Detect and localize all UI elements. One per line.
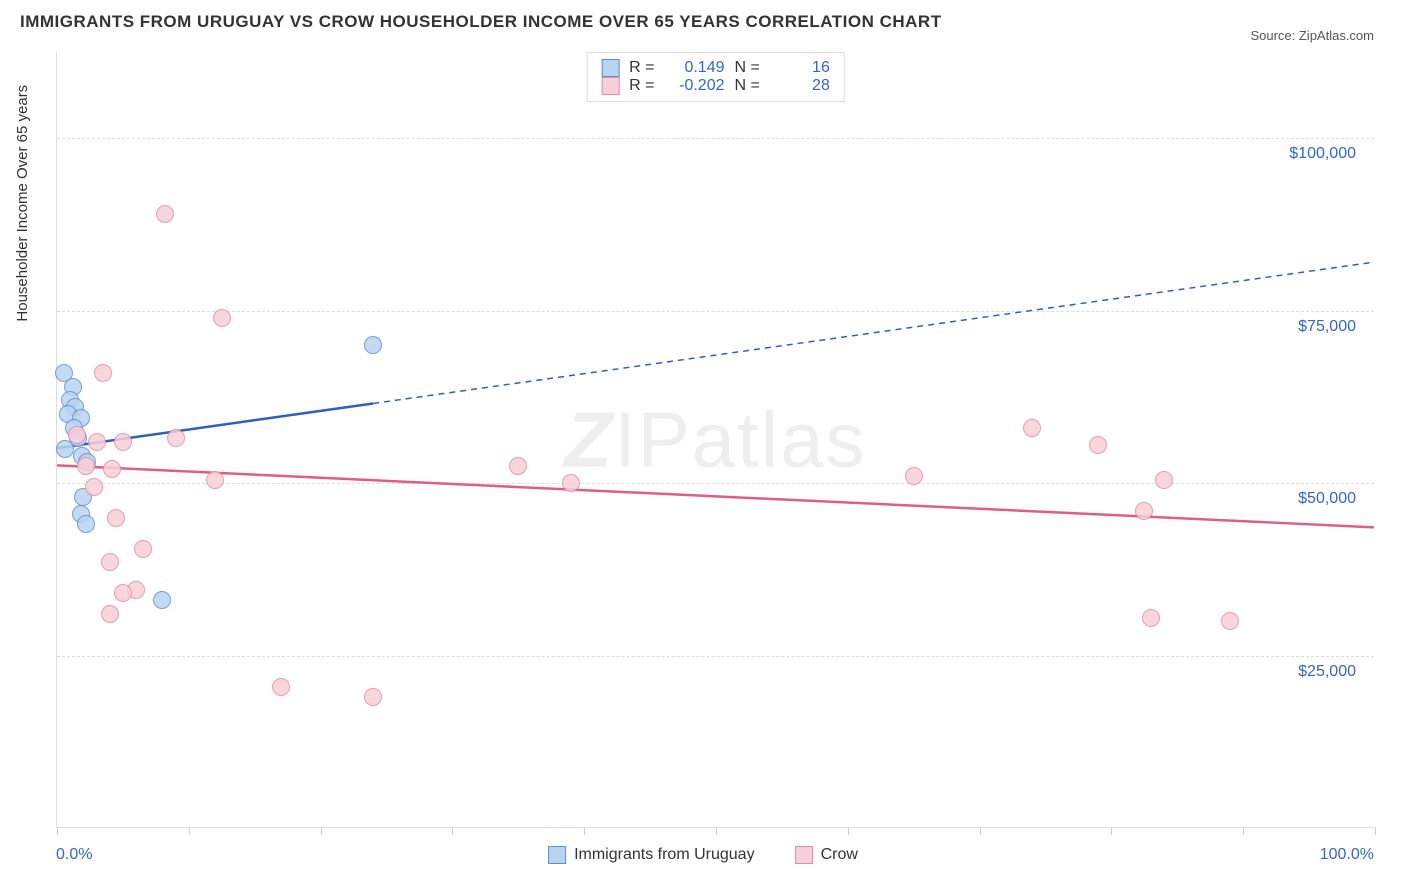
bottom-legend-item: Crow — [795, 846, 858, 864]
trend-line-dashed — [373, 262, 1374, 403]
legend-n-value: 16 — [770, 59, 830, 77]
data-point — [1142, 609, 1160, 627]
bottom-legend-item: Immigrants from Uruguay — [548, 846, 755, 864]
data-point — [1135, 502, 1153, 520]
data-point — [1221, 612, 1239, 630]
data-point — [562, 474, 580, 492]
trend-lines-svg — [57, 52, 1374, 827]
bottom-legend: Immigrants from Uruguay Crow — [548, 846, 858, 864]
x-axis-min-label: 0.0% — [56, 846, 92, 864]
source-label: Source: — [1250, 28, 1298, 43]
watermark: ZIPatlas — [564, 394, 866, 485]
data-point — [68, 426, 86, 444]
watermark-rest: IPatlas — [614, 395, 866, 483]
plot-area: ZIPatlas $25,000 $50,000 $75,000 $100,000 R… — [56, 52, 1374, 828]
watermark-z: Z — [564, 395, 614, 483]
source-attribution: Source: ZipAtlas.com — [1250, 28, 1374, 43]
data-point — [364, 688, 382, 706]
data-point — [103, 460, 121, 478]
data-point — [1155, 471, 1173, 489]
gridline — [57, 138, 1374, 139]
data-point — [114, 584, 132, 602]
y-tick-label: $75,000 — [1298, 318, 1356, 336]
x-tick — [57, 827, 58, 835]
data-point — [134, 540, 152, 558]
data-point — [85, 478, 103, 496]
x-tick — [848, 827, 849, 835]
legend-swatch — [795, 846, 813, 864]
x-tick — [980, 827, 981, 835]
y-tick-label: $100,000 — [1289, 145, 1356, 163]
legend-n-value: 28 — [770, 77, 830, 95]
data-point — [77, 515, 95, 533]
x-tick — [1375, 827, 1376, 835]
x-tick — [584, 827, 585, 835]
data-point — [213, 309, 231, 327]
data-point — [107, 509, 125, 527]
data-point — [94, 364, 112, 382]
data-point — [101, 553, 119, 571]
data-point — [364, 336, 382, 354]
bottom-legend-label: Crow — [821, 846, 858, 864]
gridline — [57, 311, 1374, 312]
data-point — [1089, 436, 1107, 454]
chart-container: IMMIGRANTS FROM URUGUAY VS CROW HOUSEHOL… — [0, 0, 1406, 892]
data-point — [153, 591, 171, 609]
legend-r-value: -0.202 — [665, 77, 725, 95]
data-point — [509, 457, 527, 475]
legend-r-value: 0.149 — [665, 59, 725, 77]
data-point — [206, 471, 224, 489]
trend-line-solid — [57, 465, 1374, 527]
chart-title: IMMIGRANTS FROM URUGUAY VS CROW HOUSEHOL… — [20, 12, 942, 32]
x-tick — [1243, 827, 1244, 835]
legend-r-label: R = — [629, 59, 654, 77]
data-point — [114, 433, 132, 451]
legend-stats-box: R = 0.149 N = 16 R = -0.202 N = 28 — [586, 52, 845, 102]
y-tick-label: $25,000 — [1298, 663, 1356, 681]
data-point — [167, 429, 185, 447]
legend-stat-row: R = -0.202 N = 28 — [601, 77, 830, 95]
legend-n-label: N = — [735, 77, 760, 95]
legend-swatch — [601, 59, 619, 77]
x-tick — [452, 827, 453, 835]
data-point — [88, 433, 106, 451]
data-point — [905, 467, 923, 485]
gridline — [57, 483, 1374, 484]
legend-r-label: R = — [629, 77, 654, 95]
data-point — [272, 678, 290, 696]
x-axis-max-label: 100.0% — [1320, 846, 1374, 864]
bottom-legend-label: Immigrants from Uruguay — [574, 846, 755, 864]
gridline — [57, 656, 1374, 657]
x-tick — [1111, 827, 1112, 835]
legend-n-label: N = — [735, 59, 760, 77]
data-point — [101, 605, 119, 623]
legend-swatch — [548, 846, 566, 864]
y-tick-label: $50,000 — [1298, 490, 1356, 508]
x-tick — [321, 827, 322, 835]
source-value: ZipAtlas.com — [1299, 28, 1374, 43]
x-tick — [189, 827, 190, 835]
data-point — [156, 205, 174, 223]
legend-swatch — [601, 77, 619, 95]
y-axis-title: Householder Income Over 65 years — [14, 85, 31, 322]
data-point — [1023, 419, 1041, 437]
data-point — [77, 457, 95, 475]
x-tick — [716, 827, 717, 835]
legend-stat-row: R = 0.149 N = 16 — [601, 59, 830, 77]
